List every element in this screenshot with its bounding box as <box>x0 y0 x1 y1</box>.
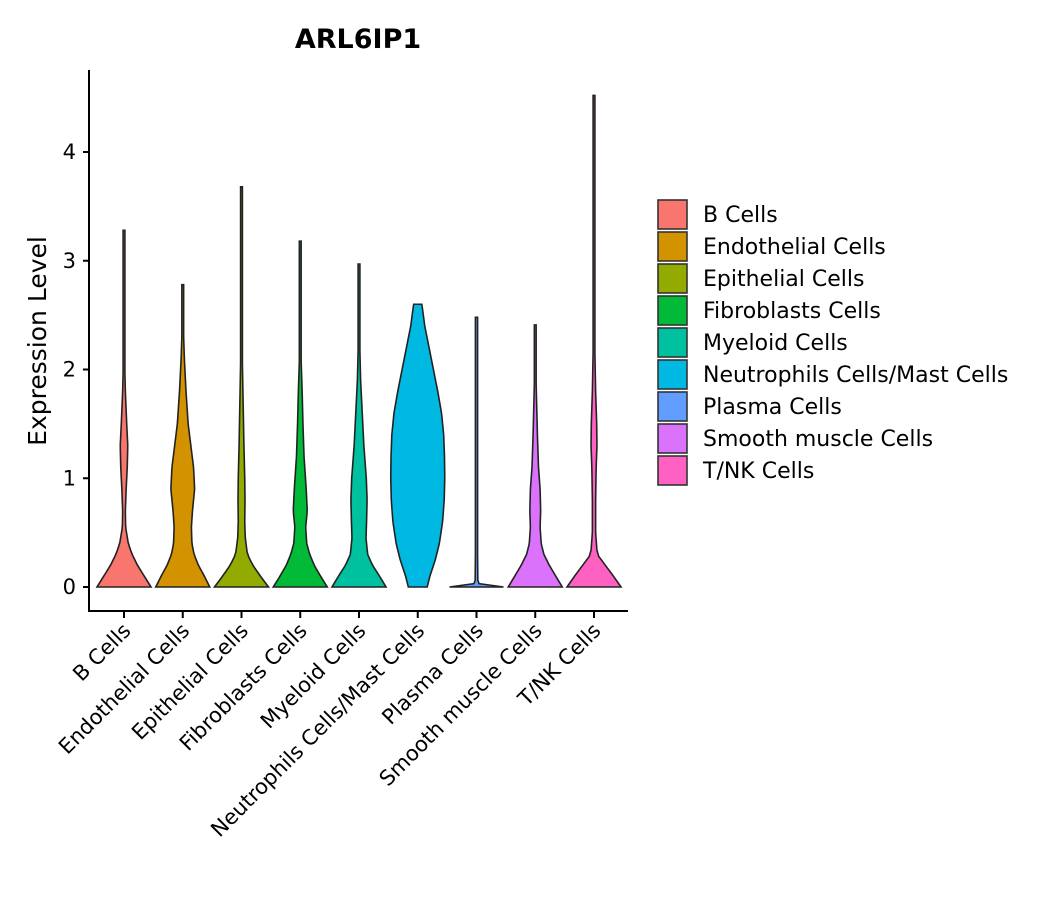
violins-group <box>95 94 623 588</box>
legend-swatch <box>657 231 688 262</box>
legend-swatch <box>657 391 688 422</box>
x-tick-label: Myeloid Cells <box>256 619 371 734</box>
violin-4 <box>271 240 329 588</box>
legend-swatch <box>657 359 688 390</box>
violin-6 <box>389 303 446 588</box>
legend-label: Myeloid Cells <box>703 331 848 356</box>
violin-1 <box>95 229 153 588</box>
y-tick-label: 0 <box>63 575 76 599</box>
legend-swatch <box>657 295 688 326</box>
violin-7 <box>449 316 504 588</box>
violin-9 <box>565 94 623 588</box>
y-axis-label: Expression Level <box>23 236 52 446</box>
legend-label: Smooth muscle Cells <box>703 427 933 452</box>
violin-8 <box>506 324 564 588</box>
chart-title: ARL6IP1 <box>295 24 421 55</box>
y-tick-label: 1 <box>63 466 76 490</box>
legend: B Cells Endothelial Cells Epithelial Cells… <box>657 199 1008 486</box>
y-axis-ticks: 0 1 2 3 4 <box>63 140 89 599</box>
legend-label: B Cells <box>703 203 778 228</box>
x-tick-label: Plasma Cells <box>377 619 488 730</box>
y-tick-label: 2 <box>63 358 76 382</box>
legend-swatch <box>657 327 688 358</box>
violin-5 <box>330 263 388 588</box>
legend-label: Endothelial Cells <box>703 235 886 260</box>
legend-swatch <box>657 423 688 454</box>
legend-swatch <box>657 199 688 230</box>
legend-label: Plasma Cells <box>703 395 842 420</box>
legend-label: Epithelial Cells <box>703 267 864 292</box>
y-tick-label: 3 <box>63 249 76 273</box>
legend-label: T/NK Cells <box>702 459 814 484</box>
legend-swatch <box>657 455 688 486</box>
violin-3 <box>212 186 271 588</box>
y-tick-label: 4 <box>63 140 76 164</box>
violin-2 <box>154 283 212 588</box>
legend-label: Neutrophils Cells/Mast Cells <box>703 363 1008 388</box>
legend-label: Fibroblasts Cells <box>703 299 881 324</box>
legend-swatch <box>657 263 688 294</box>
x-tick-label: Neutrophils Cells/Mast Cells <box>206 619 429 842</box>
